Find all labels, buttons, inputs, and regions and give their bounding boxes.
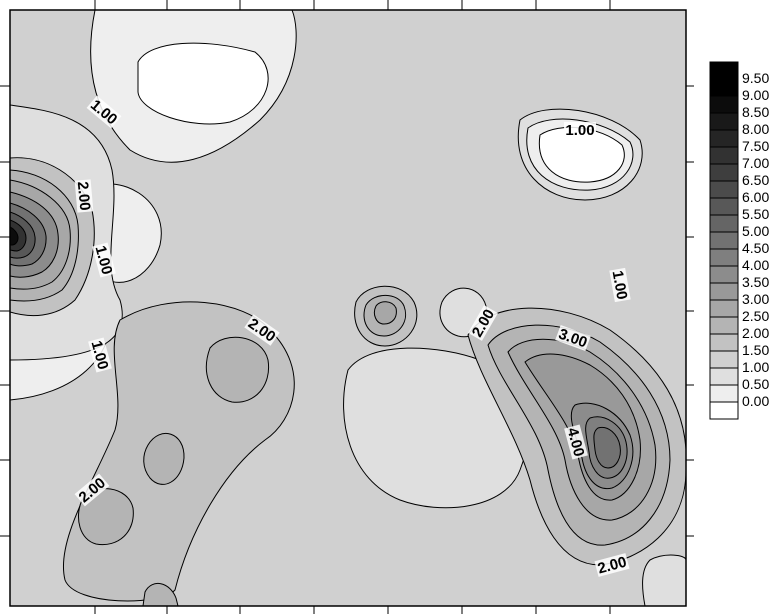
contour-band bbox=[78, 488, 134, 546]
legend-label: 3.50 bbox=[742, 274, 769, 290]
legend: 9.509.008.508.007.507.006.506.005.505.00… bbox=[709, 61, 769, 420]
legend-label: 8.00 bbox=[742, 121, 769, 137]
legend-swatch bbox=[709, 350, 739, 369]
legend-swatch bbox=[709, 231, 739, 250]
contour-label: 1.00 bbox=[92, 242, 116, 278]
contour-label: 2.00 bbox=[74, 179, 94, 213]
legend-label: 8.50 bbox=[742, 104, 769, 120]
legend-swatch bbox=[709, 180, 739, 199]
legend-label: 0.50 bbox=[742, 376, 769, 392]
legend-swatch bbox=[709, 333, 739, 352]
contour-label: 4.00 bbox=[564, 424, 588, 460]
legend-swatch bbox=[709, 214, 739, 233]
plot-area: 1.002.001.001.002.002.001.001.002.00 3.00… bbox=[0, 0, 694, 614]
legend-label: 0.00 bbox=[742, 393, 769, 409]
contour-label-bg bbox=[564, 122, 596, 138]
plot-frame bbox=[9, 9, 687, 607]
legend-label: 6.50 bbox=[742, 172, 769, 188]
contour-label-text: 2.00 bbox=[74, 181, 93, 212]
legend-label: 1.50 bbox=[742, 342, 769, 358]
contour-band bbox=[137, 42, 269, 125]
legend-label: 5.00 bbox=[742, 223, 769, 239]
contour-label-text: 1.00 bbox=[609, 269, 631, 301]
legend-label: 4.00 bbox=[742, 257, 769, 273]
contour-band bbox=[642, 554, 686, 606]
contour-label-bg bbox=[86, 95, 122, 129]
legend-label: 2.00 bbox=[742, 325, 769, 341]
legend-swatch bbox=[709, 112, 739, 131]
legend-label: 9.00 bbox=[742, 87, 769, 103]
legend-swatch bbox=[709, 78, 739, 97]
contour-band bbox=[593, 426, 621, 469]
legend-label: 1.00 bbox=[742, 359, 769, 375]
contour-band bbox=[142, 583, 179, 606]
legend-swatch bbox=[709, 95, 739, 114]
legend-swatch bbox=[709, 367, 739, 386]
legend-label: 5.50 bbox=[742, 206, 769, 222]
legend-swatch bbox=[709, 384, 739, 403]
legend-swatch bbox=[709, 282, 739, 301]
legend-swatch bbox=[709, 248, 739, 267]
contour-label: 1.00 bbox=[88, 337, 112, 373]
legend-label: 2.50 bbox=[742, 308, 769, 324]
contour-label-bg bbox=[74, 179, 94, 213]
legend-label: 3.00 bbox=[742, 291, 769, 307]
legend-swatch bbox=[709, 401, 739, 420]
legend-swatch bbox=[709, 299, 739, 318]
contour-label: 1.00 bbox=[564, 122, 596, 139]
legend-swatch bbox=[709, 129, 739, 148]
contour-band bbox=[343, 347, 529, 509]
legend-label: 4.50 bbox=[742, 240, 769, 256]
legend-swatch bbox=[709, 61, 739, 80]
contour-label-text: 4.00 bbox=[564, 426, 588, 459]
contour-label-bg bbox=[555, 325, 591, 351]
legend-swatch bbox=[709, 265, 739, 284]
legend-label: 9.50 bbox=[742, 70, 769, 86]
contour-label-text: 2.00 bbox=[596, 553, 629, 577]
axis-ticks bbox=[0, 0, 694, 614]
contour-label-bg bbox=[468, 305, 498, 341]
contour-label-bg bbox=[244, 314, 280, 346]
legend-swatch bbox=[709, 197, 739, 216]
legend-label: 7.50 bbox=[742, 138, 769, 154]
legend-swatch bbox=[709, 146, 739, 165]
contour-band bbox=[205, 336, 270, 403]
contour-label-text: 1.00 bbox=[88, 339, 112, 372]
contour-label: 1.00 bbox=[609, 267, 631, 303]
contour-band bbox=[143, 433, 185, 485]
contour-label-text: 1.00 bbox=[92, 244, 116, 277]
legend-label: 7.00 bbox=[742, 155, 769, 171]
contour-label: 2.00 bbox=[594, 553, 630, 577]
contour-label-bg bbox=[74, 473, 110, 507]
legend-swatch bbox=[709, 316, 739, 335]
legend-label: 6.00 bbox=[742, 189, 769, 205]
legend-swatch bbox=[709, 163, 739, 182]
contour-label-text: 1.00 bbox=[565, 122, 594, 139]
contour-band bbox=[373, 301, 397, 325]
contour-label-bg bbox=[609, 267, 631, 303]
